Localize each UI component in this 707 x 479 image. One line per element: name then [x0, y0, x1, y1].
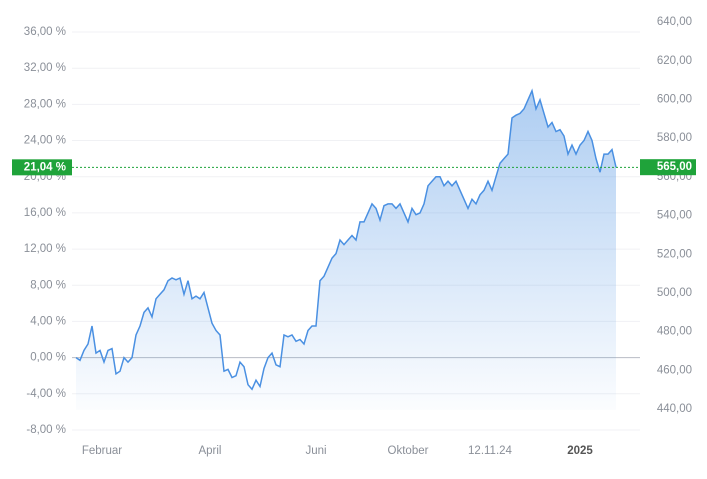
x-tick-label: 12.11.24 [468, 445, 513, 457]
y2-tick-label: 640,00 [657, 16, 692, 28]
y2-tick-label: 600,00 [657, 93, 692, 105]
area [76, 90, 616, 411]
y-tick-label: 36,00 % [24, 26, 66, 38]
y-tick-label: 16,00 % [24, 207, 66, 219]
y2-tick-label: 500,00 [657, 287, 692, 299]
y-tick-label: 8,00 % [30, 279, 66, 291]
y2-tick-label: 580,00 [657, 132, 692, 144]
x-tick-label: Februar [82, 445, 122, 457]
x-tick-label: April [198, 445, 221, 457]
current-y2-badge [640, 159, 696, 176]
y-tick-label: -8,00 % [26, 424, 66, 436]
y-tick-label: 28,00 % [24, 98, 66, 110]
y2-tick-label: 440,00 [657, 403, 692, 415]
y2-tick-label: 460,00 [657, 364, 692, 376]
y-tick-label: 0,00 % [30, 352, 66, 364]
y2-tick-label: 480,00 [657, 326, 692, 338]
y-tick-label: 12,00 % [24, 243, 66, 255]
y-tick-label: -4,00 % [26, 388, 66, 400]
y-tick-label: 32,00 % [24, 62, 66, 74]
x-tick-label: 2025 [567, 445, 593, 457]
y-tick-label: 4,00 % [30, 315, 66, 327]
y-tick-label: 24,00 % [24, 135, 66, 147]
y2-tick-label: 520,00 [657, 248, 692, 260]
x-tick-label: Oktober [388, 445, 429, 457]
x-tick-label: Juni [305, 445, 326, 457]
line [75, 88, 617, 391]
current-y2-label: 565,00 [657, 161, 692, 173]
y2-tick-label: 540,00 [657, 210, 692, 222]
current-label: 21,04 % [24, 161, 66, 173]
y2-tick-label: 620,00 [657, 55, 692, 67]
current-badge [12, 159, 72, 176]
